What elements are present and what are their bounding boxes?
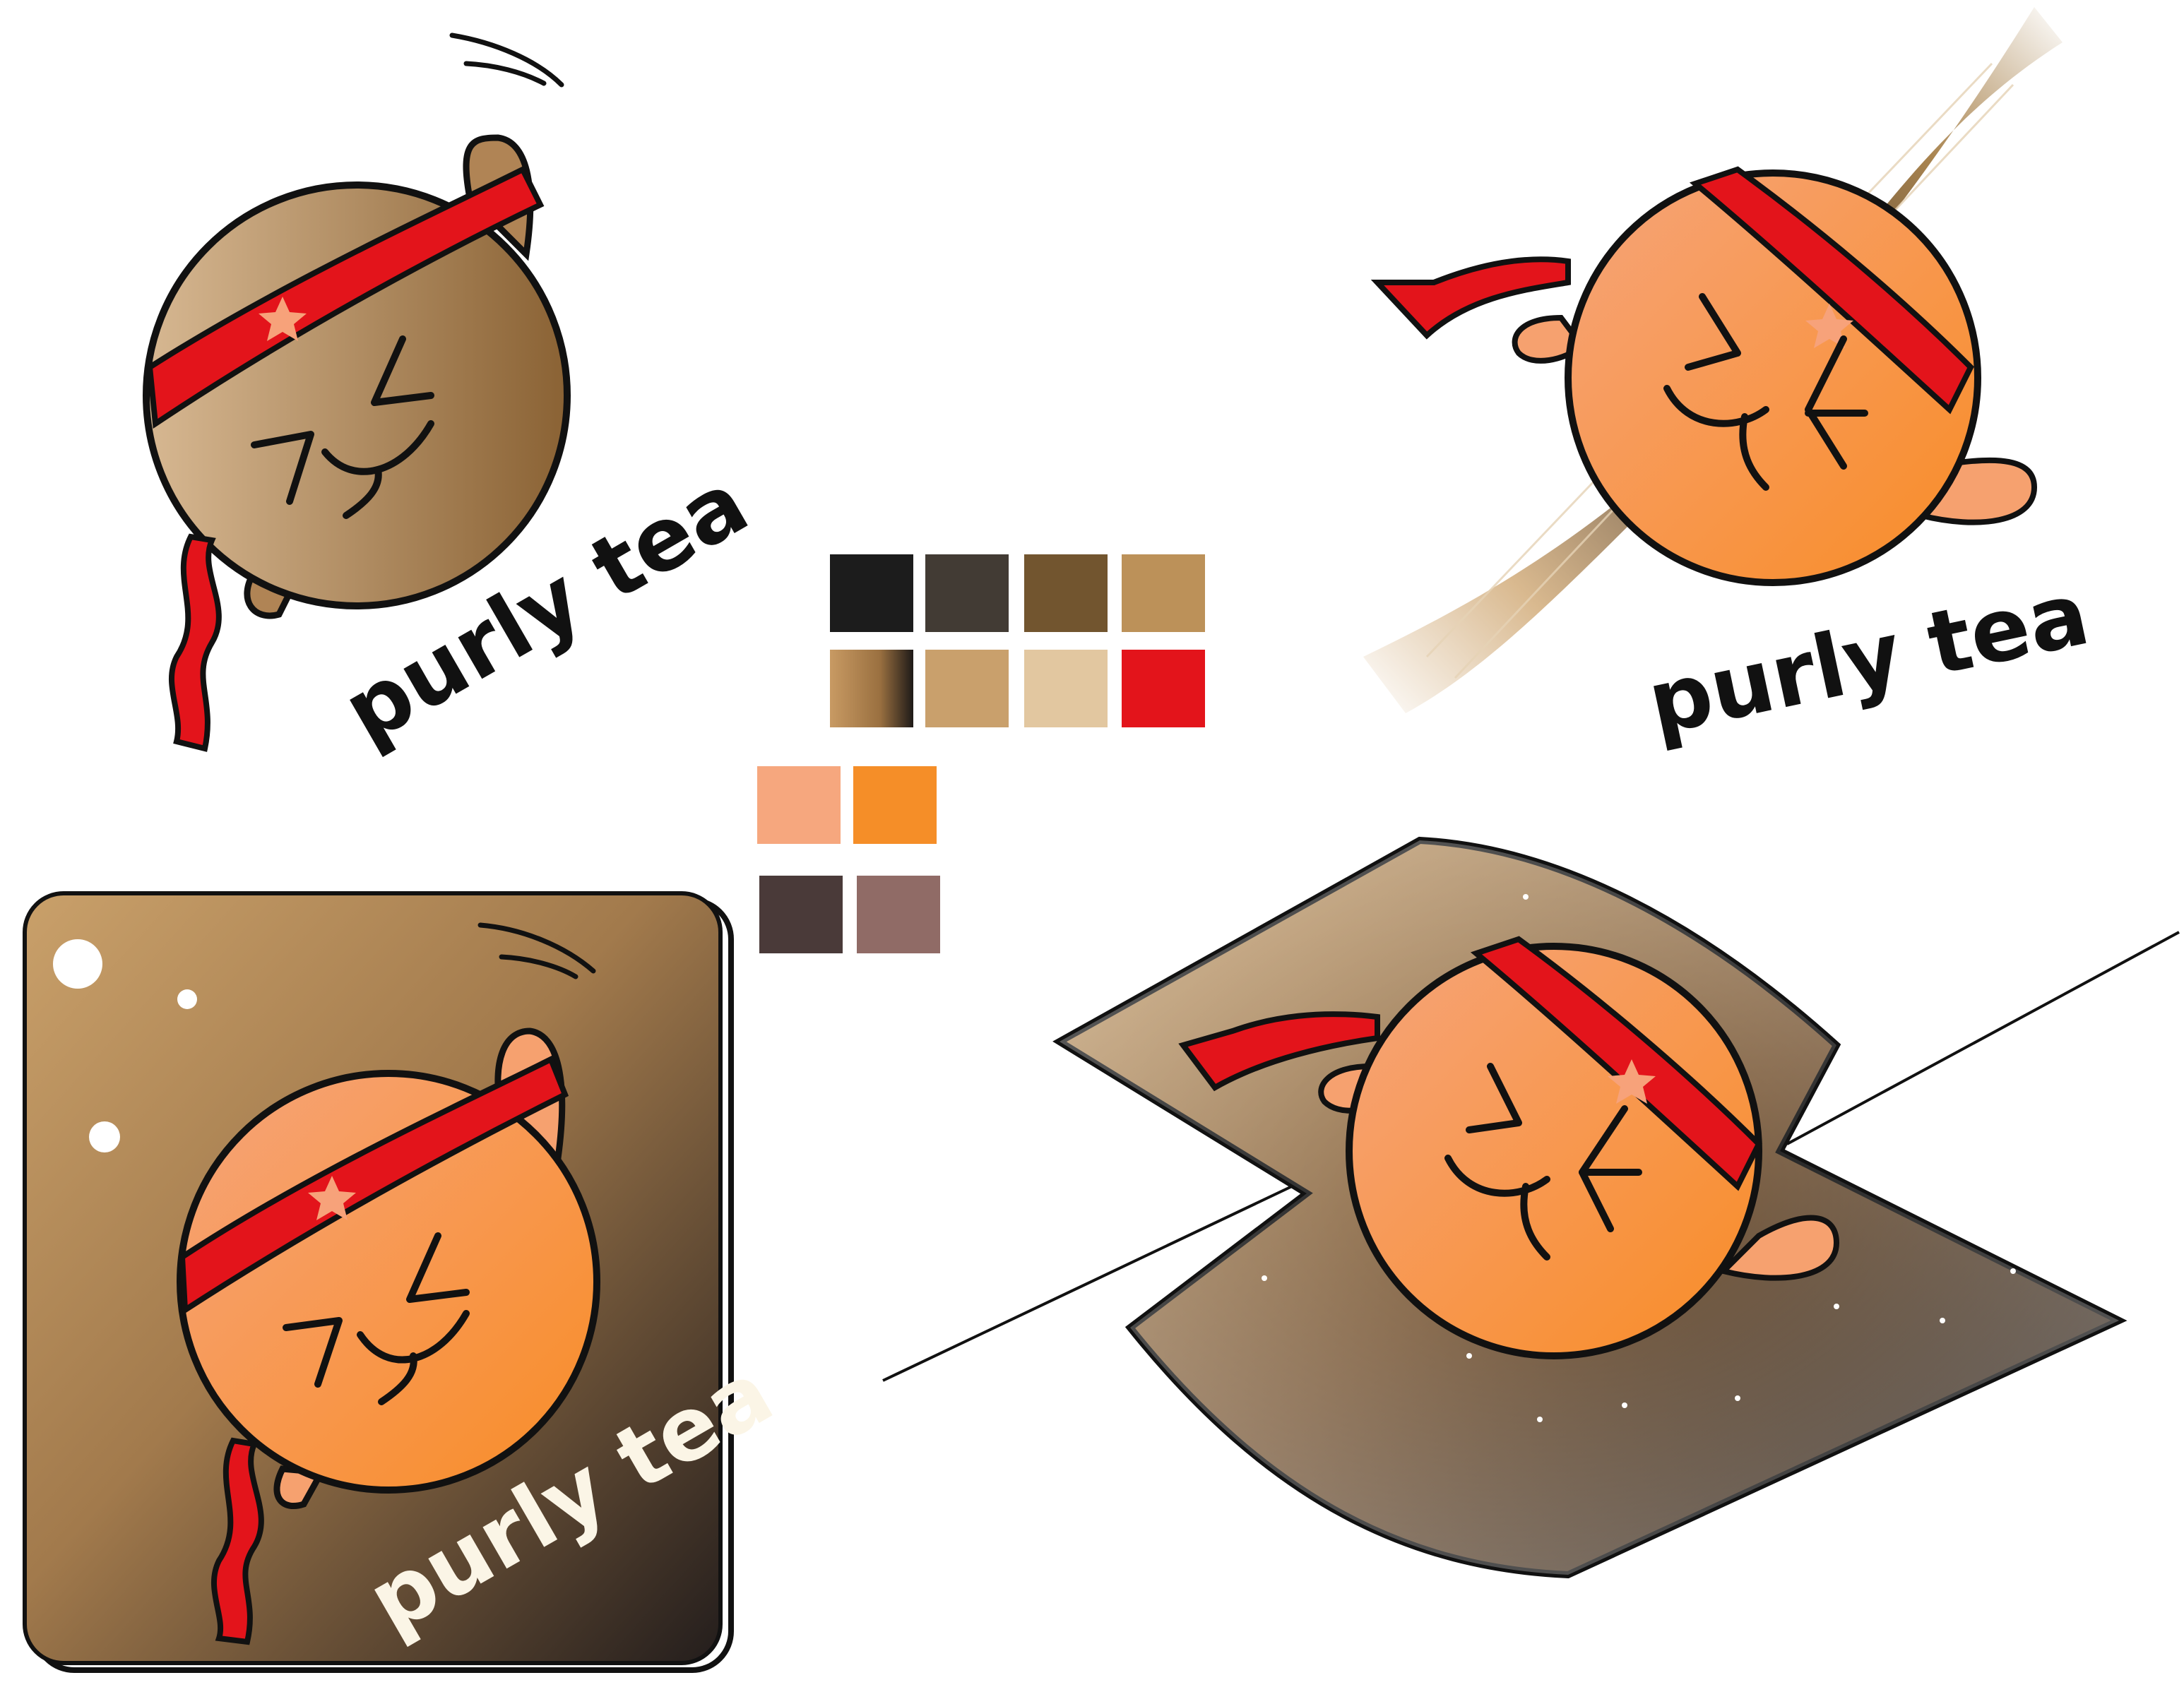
- headband-icon: [1470, 936, 1762, 1191]
- mascot-face-icon: [177, 1070, 600, 1494]
- bubble-icon: [53, 939, 102, 989]
- sparkle-icon: [1262, 894, 2016, 1422]
- logo-orange-stripe: purly tea: [1363, 7, 2097, 755]
- motion-lines-icon: [477, 922, 596, 979]
- headband-knot-icon: [1178, 1011, 1380, 1092]
- headband-icon: [146, 165, 545, 429]
- mascot-face-icon: [143, 181, 571, 609]
- star-icon: [1608, 1059, 1656, 1104]
- swatch-black: [830, 554, 913, 632]
- swatch-beige: [1024, 650, 1108, 727]
- ear-icon: [1718, 1215, 1840, 1281]
- headband-knot-icon: [1370, 256, 1571, 340]
- swatch-tan: [1122, 554, 1205, 632]
- swatch-gradient: [830, 650, 913, 727]
- star-icon: [308, 1176, 356, 1220]
- swatch-brown: [1024, 554, 1108, 632]
- swatch-peach: [757, 766, 841, 844]
- swatch-orange: [853, 766, 937, 844]
- logo-brown-mascot: purly tea: [143, 32, 764, 763]
- headband-icon: [179, 1055, 569, 1316]
- swatch-plum-dark: [759, 876, 843, 953]
- bubble-icon: [177, 989, 197, 1009]
- swatch-light-tan: [925, 650, 1009, 727]
- swatch-dark-brown: [925, 554, 1009, 632]
- star-icon: [259, 297, 307, 341]
- brand-text: purly tea: [1639, 563, 2097, 755]
- logo-zigzag-ribbon: [882, 836, 2180, 1579]
- swatch-red: [1122, 650, 1205, 727]
- motion-lines-icon: [449, 32, 564, 88]
- color-palette: [757, 554, 1205, 953]
- headband-icon: [1689, 166, 1974, 415]
- bubble-icon: [89, 1121, 120, 1152]
- headband-tail-icon: [210, 1437, 264, 1645]
- logo-badge-square: purly tea: [23, 891, 789, 1673]
- diagonal-stripe: [1363, 7, 2063, 713]
- headband-tail-icon: [168, 533, 222, 752]
- swatch-mauve: [857, 876, 940, 953]
